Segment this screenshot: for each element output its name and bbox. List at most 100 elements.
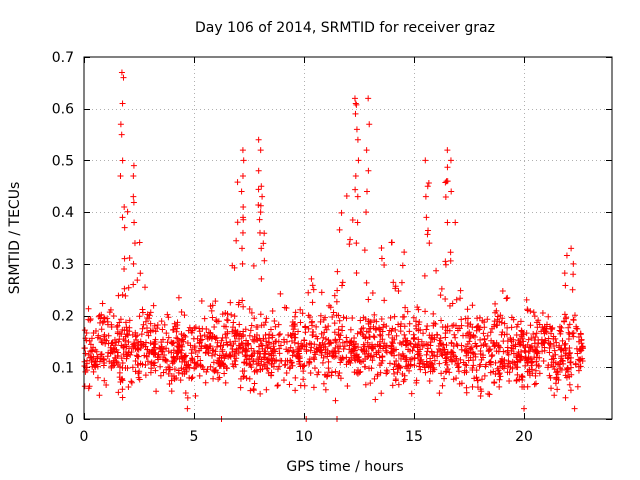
data-point: [340, 314, 347, 321]
data-point: [503, 295, 510, 302]
data-point: [492, 300, 499, 307]
data-point: [245, 341, 252, 348]
data-point: [227, 299, 234, 306]
data-point: [469, 349, 476, 356]
data-point: [240, 373, 247, 380]
data-point: [411, 334, 418, 341]
data-point: [113, 324, 120, 331]
data-point: [573, 345, 580, 352]
data-point: [463, 343, 470, 350]
data-point: [128, 379, 135, 386]
data-point: [233, 346, 240, 353]
data-point: [536, 370, 543, 377]
data-point: [346, 338, 353, 345]
data-point: [234, 219, 241, 226]
data-point: [260, 321, 267, 328]
data-point: [250, 358, 257, 365]
data-point: [570, 260, 577, 267]
data-point: [430, 310, 437, 317]
data-point: [130, 260, 137, 267]
data-point: [493, 307, 500, 314]
data-point: [192, 324, 199, 331]
data-point: [496, 383, 503, 390]
data-point: [386, 360, 393, 367]
data-point: [239, 147, 246, 154]
data-point: [319, 359, 326, 366]
data-point: [130, 199, 137, 206]
data-point: [494, 316, 501, 323]
data-point: [116, 369, 123, 376]
data-point: [554, 371, 561, 378]
data-point: [292, 374, 299, 381]
data-point: [325, 358, 332, 365]
data-point: [120, 351, 127, 358]
data-point: [271, 317, 278, 324]
data-point: [521, 405, 527, 412]
data-point: [243, 337, 250, 344]
data-point: [211, 368, 218, 375]
data-point: [566, 321, 573, 328]
data-point: [101, 377, 108, 384]
data-point: [446, 302, 453, 309]
data-point: [99, 300, 106, 307]
data-point: [474, 384, 481, 391]
data-point: [292, 331, 299, 338]
data-point: [332, 353, 339, 360]
data-point: [343, 315, 350, 322]
data-point: [346, 357, 353, 364]
data-point: [258, 358, 265, 365]
data-point: [354, 219, 361, 226]
data-point: [322, 386, 329, 393]
data-point: [366, 121, 373, 128]
data-point: [431, 334, 438, 341]
data-point: [239, 229, 246, 236]
data-point: [165, 314, 172, 321]
data-point: [444, 219, 451, 226]
data-point: [256, 229, 263, 236]
data-point: [473, 374, 480, 381]
data-point: [233, 331, 240, 338]
data-point: [134, 277, 141, 284]
data-point: [275, 321, 282, 328]
data-point: [380, 321, 387, 328]
data-point: [250, 347, 257, 354]
data-point: [507, 336, 514, 343]
data-point: [408, 390, 415, 397]
data-point: [363, 147, 370, 154]
data-point: [391, 352, 398, 359]
data-point: [210, 347, 217, 354]
data-point: [157, 363, 164, 370]
data-point: [264, 344, 271, 351]
data-point: [404, 308, 411, 315]
data-point: [447, 157, 454, 164]
data-point: [495, 367, 502, 374]
data-point: [565, 324, 572, 331]
data-point: [227, 338, 234, 345]
data-point: [453, 296, 460, 303]
data-point: [357, 358, 364, 365]
data-point: [236, 299, 243, 306]
data-point: [354, 193, 361, 200]
data-point: [388, 328, 395, 335]
data-point: [451, 331, 458, 338]
data-point: [337, 375, 344, 382]
data-point: [159, 326, 166, 333]
data-point: [235, 350, 242, 357]
data-point: [127, 351, 134, 358]
data-point: [388, 343, 395, 350]
data-point: [533, 330, 540, 337]
data-point: [383, 370, 390, 377]
data-point: [447, 257, 454, 264]
data-point: [137, 360, 144, 367]
data-point: [318, 349, 325, 356]
data-point: [233, 237, 240, 244]
data-point: [277, 342, 284, 349]
data-point: [410, 314, 417, 321]
data-point: [414, 344, 421, 351]
data-point: [525, 354, 532, 361]
data-point: [532, 380, 539, 387]
data-point: [556, 323, 563, 330]
data-point: [343, 334, 350, 341]
data-point: [287, 332, 294, 339]
